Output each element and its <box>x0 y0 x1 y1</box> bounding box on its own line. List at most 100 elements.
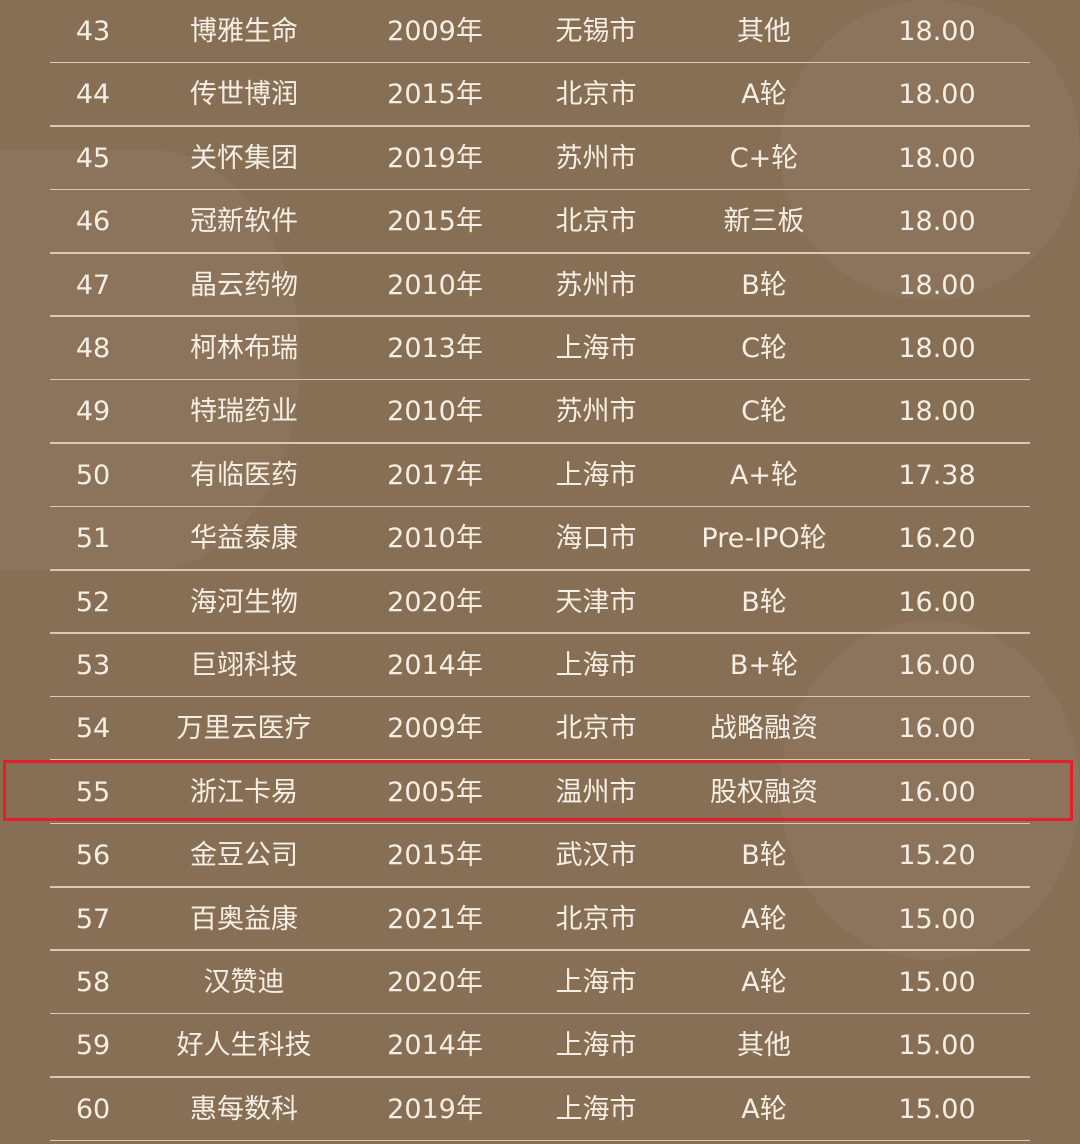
cell-round: 新三板 <box>723 206 805 238</box>
row-divider <box>50 1139 1030 1142</box>
cell-value: 15.00 <box>898 1030 976 1062</box>
cell-rank: 43 <box>75 16 111 47</box>
cell-round: Pre-IPO轮 <box>701 523 827 555</box>
cell-year: 2014年 <box>387 650 483 681</box>
row-divider <box>50 61 1030 64</box>
cell-name: 巨翊科技 <box>190 650 298 681</box>
cell-value: 18.00 <box>898 79 976 111</box>
cell-round: A+轮 <box>729 459 799 491</box>
cell-round: C+轮 <box>729 142 799 174</box>
cell-name: 海河生物 <box>190 586 298 618</box>
cell-value: 15.00 <box>898 903 976 935</box>
cell-rank: 46 <box>75 206 111 238</box>
cell-city: 苏州市 <box>555 269 637 301</box>
cell-rank: 59 <box>75 1030 111 1062</box>
table-row: 47 晶云药物 2010年 苏州市 B轮 18.00 <box>0 254 1080 317</box>
cell-value: 15.00 <box>898 967 976 998</box>
cell-value: 18.00 <box>898 142 976 174</box>
table-row: 57 百奥益康 2021年 北京市 A轮 15.00 <box>0 888 1080 951</box>
cell-name: 浙江卡易 <box>190 776 298 808</box>
table-row: 58 汉赞迪 2020年 上海市 A轮 15.00 <box>0 951 1080 1015</box>
cell-name: 博雅生命 <box>190 16 298 47</box>
cell-rank: 52 <box>75 586 111 618</box>
cell-round: B轮 <box>741 586 787 618</box>
cell-city: 上海市 <box>555 1093 637 1125</box>
cell-name: 惠每数科 <box>190 1093 298 1125</box>
cell-name: 金豆公司 <box>190 840 298 872</box>
table-row: 59 好人生科技 2014年 上海市 其他 15.00 <box>0 1014 1080 1078</box>
cell-value: 18.00 <box>898 333 976 364</box>
cell-rank: 48 <box>75 333 111 364</box>
cell-city: 上海市 <box>555 333 637 364</box>
row-divider <box>50 695 1030 698</box>
cell-year: 2010年 <box>387 269 483 301</box>
cell-year: 2005年 <box>387 776 483 808</box>
table-row: 60 惠每数科 2019年 上海市 A轮 15.00 <box>0 1078 1080 1142</box>
cell-rank: 58 <box>75 967 111 998</box>
table-row: 53 巨翊科技 2014年 上海市 B+轮 16.00 <box>0 634 1080 698</box>
table-row: 56 金豆公司 2015年 武汉市 B轮 15.20 <box>0 824 1080 888</box>
cell-round: B轮 <box>741 269 787 301</box>
table-row: 44 传世博润 2015年 北京市 A轮 18.00 <box>0 63 1080 127</box>
cell-year: 2010年 <box>387 396 483 428</box>
table-row: 46 冠新软件 2015年 北京市 新三板 18.00 <box>0 190 1080 254</box>
highlight-box <box>3 759 1073 822</box>
cell-rank: 54 <box>75 713 111 745</box>
cell-city: 北京市 <box>555 713 637 745</box>
cell-round: A轮 <box>741 79 787 111</box>
cell-year: 2019年 <box>387 1093 483 1125</box>
cell-rank: 51 <box>75 523 111 555</box>
row-divider <box>50 886 1030 888</box>
cell-rank: 44 <box>75 79 111 111</box>
cell-value: 18.00 <box>898 16 976 47</box>
cell-rank: 55 <box>75 776 111 808</box>
table-row: 48 柯林布瑞 2013年 上海市 C轮 18.00 <box>0 317 1080 381</box>
cell-name: 有临医药 <box>190 459 298 491</box>
cell-round: B+轮 <box>729 650 799 681</box>
cell-round: C轮 <box>741 333 787 364</box>
cell-rank: 56 <box>75 840 111 872</box>
cell-rank: 49 <box>75 396 111 428</box>
cell-value: 16.20 <box>898 523 976 555</box>
table-row: 52 海河生物 2020年 天津市 B轮 16.00 <box>0 571 1080 634</box>
table-row: 54 万里云医疗 2009年 北京市 战略融资 16.00 <box>0 697 1080 761</box>
cell-city: 北京市 <box>555 206 637 238</box>
cell-year: 2015年 <box>387 206 483 238</box>
cell-year: 2010年 <box>387 523 483 555</box>
cell-value: 16.00 <box>898 650 976 681</box>
cell-rank: 45 <box>75 142 111 174</box>
cell-year: 2015年 <box>387 840 483 872</box>
cell-value: 15.00 <box>898 1093 976 1125</box>
cell-name: 好人生科技 <box>176 1030 312 1062</box>
cell-city: 北京市 <box>555 903 637 935</box>
cell-year: 2020年 <box>387 967 483 998</box>
cell-name: 特瑞药业 <box>190 396 298 428</box>
row-divider <box>50 1012 1030 1015</box>
cell-city: 上海市 <box>555 1030 637 1062</box>
cell-year: 2020年 <box>387 586 483 618</box>
cell-year: 2021年 <box>387 903 483 935</box>
row-divider <box>50 188 1030 191</box>
cell-city: 天津市 <box>555 586 637 618</box>
cell-rank: 53 <box>75 650 111 681</box>
cell-city: 上海市 <box>555 650 637 681</box>
cell-city: 武汉市 <box>555 840 637 872</box>
cell-year: 2019年 <box>387 142 483 174</box>
row-divider <box>50 315 1030 317</box>
cell-value: 17.38 <box>898 459 976 491</box>
cell-city: 温州市 <box>555 776 637 808</box>
cell-rank: 57 <box>75 903 111 935</box>
row-divider <box>50 569 1030 571</box>
cell-round: 其他 <box>737 16 791 47</box>
cell-name: 冠新软件 <box>190 206 298 238</box>
row-divider <box>50 125 1030 127</box>
cell-name: 汉赞迪 <box>203 967 285 998</box>
cell-name: 华益泰康 <box>190 523 298 555</box>
cell-city: 苏州市 <box>555 396 637 428</box>
row-divider <box>50 632 1030 634</box>
cell-value: 18.00 <box>898 396 976 428</box>
cell-rank: 47 <box>75 269 111 301</box>
cell-city: 无锡市 <box>555 16 637 47</box>
cell-year: 2009年 <box>387 713 483 745</box>
cell-name: 晶云药物 <box>190 269 298 301</box>
